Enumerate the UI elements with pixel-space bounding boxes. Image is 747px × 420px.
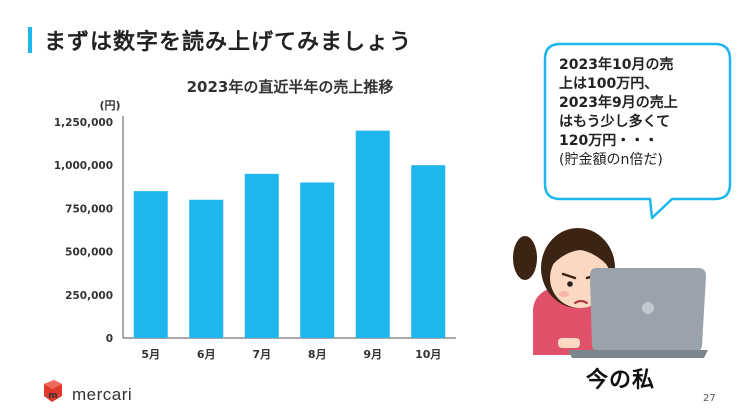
y-tick-label: 1,250,000	[54, 117, 113, 129]
logo-icon-spacer	[36, 383, 66, 407]
bubble-line: 2023年9月の売上	[559, 95, 678, 111]
mercari-cube-logo-icon: m	[44, 380, 62, 402]
bar-10月	[411, 165, 446, 338]
laptop-base	[568, 350, 708, 358]
left-cheek	[559, 291, 569, 297]
frustration-mark	[605, 261, 615, 269]
y-tick-label: 500,000	[65, 247, 113, 259]
bar-8月	[300, 182, 335, 338]
frowning-mouth	[574, 300, 588, 304]
slide-title: まずは数字を読み上げてみましょう	[44, 30, 413, 55]
illustration-caption: 今の私	[586, 368, 656, 393]
speech-bubble-text: 2023年10月の売 上は100万円、 2023年9月の売上 はもう少し多くて …	[559, 56, 719, 170]
page-number: 27	[703, 393, 716, 404]
x-tick-label: 10月	[415, 348, 441, 361]
y-tick-label: 750,000	[65, 203, 113, 215]
x-tick-label: 9月	[363, 348, 382, 361]
bar-7月	[244, 173, 279, 338]
x-tick-label: 6月	[197, 348, 216, 361]
bar-6月	[189, 199, 224, 338]
bubble-line: 2023年10月の売	[559, 57, 674, 73]
x-tick-label: 5月	[141, 348, 160, 361]
y-tick-label: 1,000,000	[54, 160, 113, 172]
heading-accent-bar	[28, 27, 32, 53]
hair-bangs	[548, 237, 612, 270]
left-hand	[558, 338, 580, 348]
mercari-logo: mercari	[36, 383, 132, 407]
bubble-line: はもう少し多くて	[559, 114, 671, 130]
bubble-line-aside: (貯金額のn倍だ)	[559, 152, 663, 168]
x-tick-label: 7月	[252, 348, 271, 361]
chart-title: 2023年の直近半年の売上推移	[187, 78, 394, 96]
bar-9月	[355, 130, 390, 338]
bubble-line: 上は100万円、	[559, 76, 659, 92]
speech-bubble	[543, 42, 732, 220]
y-tick-label: 250,000	[65, 290, 113, 302]
bubble-line: 120万円・・・	[559, 133, 659, 149]
logo-text: mercari	[72, 385, 133, 404]
laptop-logo-icon	[642, 302, 654, 314]
girl-at-laptop-illustration	[513, 228, 708, 358]
hair-ponytail	[513, 236, 537, 280]
left-eye	[567, 281, 573, 287]
x-tick-label: 8月	[308, 348, 327, 361]
left-eyebrow	[561, 272, 577, 280]
slide-heading: まずは数字を読み上げてみましょう	[28, 24, 412, 56]
bar-5月	[133, 191, 168, 338]
svg-text:m: m	[48, 391, 57, 401]
y-tick-label: 0	[106, 333, 113, 345]
y-axis-unit-label: (円)	[99, 99, 120, 112]
